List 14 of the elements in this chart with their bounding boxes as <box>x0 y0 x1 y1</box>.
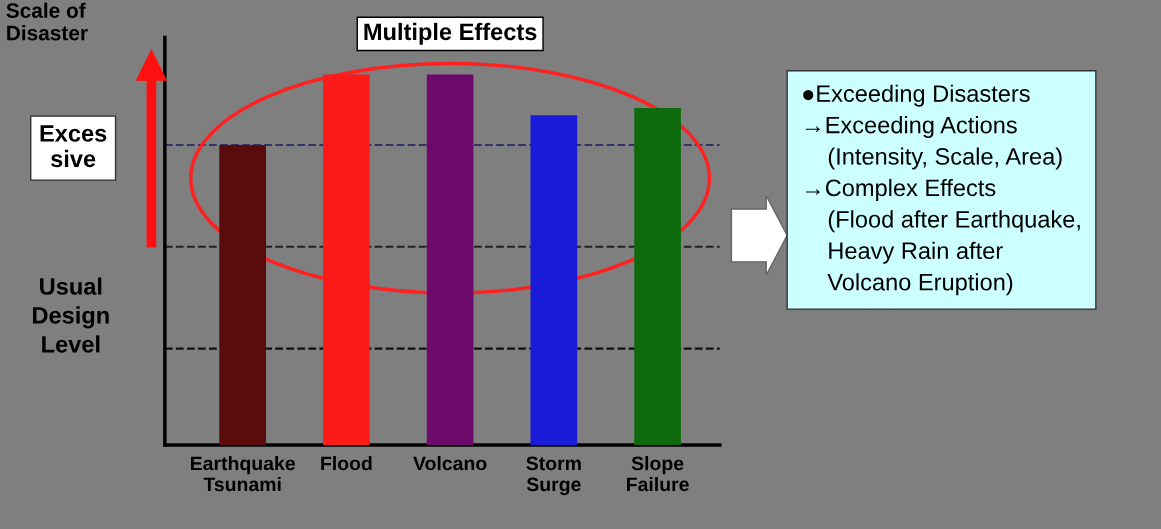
text: Multiple Effects <box>364 22 537 45</box>
x-tick-label: Flood <box>321 456 372 471</box>
bar <box>530 115 578 445</box>
text: Usual Design Level <box>33 277 109 353</box>
bar <box>426 74 474 445</box>
bar <box>219 144 266 445</box>
y-axis-title: Scale of Disaster <box>6 2 88 41</box>
text: Exces sive <box>40 125 107 168</box>
x-tick-label: Earthquake Tsunami <box>191 456 295 492</box>
x-tick-label: Slope Failure <box>627 456 689 492</box>
text: ●Exceeding Disasters →Exceeding Actions (Intensity, Scale, Area) →Complex Effects (Flood after Earthquake, Heavy Rain after Volcano Eruption) <box>803 84 1080 296</box>
bar <box>634 107 681 445</box>
x-tick-label: Storm Surge <box>526 456 581 496</box>
x-tick-label: Volcano <box>413 456 487 471</box>
